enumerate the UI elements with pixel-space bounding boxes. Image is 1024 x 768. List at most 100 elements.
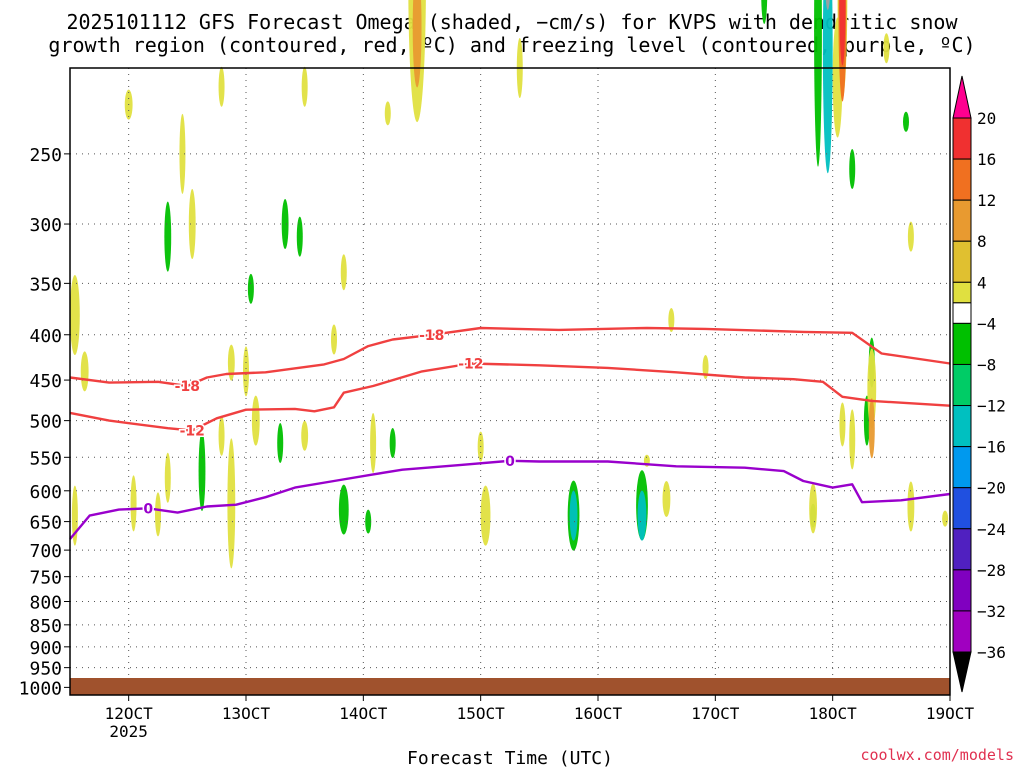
colorbar-box-9 <box>952 487 972 530</box>
plot-area: -18 -18 -12 -12 0 0 <box>69 0 951 696</box>
y-tick-label-11: 800 <box>29 593 62 614</box>
omega-shade-32 <box>883 33 890 64</box>
y-tick-label-4: 450 <box>29 371 62 392</box>
omega-shade-0 <box>69 275 80 356</box>
omega-shade-7 <box>164 201 172 272</box>
omega-shade-69 <box>822 0 833 174</box>
colorbar-label-10: −24 <box>977 520 1006 539</box>
omega-shade-75 <box>839 0 846 66</box>
omega-shade-44 <box>198 431 206 512</box>
y-tick-label-8: 650 <box>29 513 62 534</box>
omega-shade-15 <box>296 216 303 257</box>
colorbar: 20 16 12 8 4 −4 −8 −12 −16 −20 −24 −28 −32 −36 <box>952 75 1006 693</box>
colorbar-label-9: −20 <box>977 479 1006 498</box>
plot-background <box>70 68 950 695</box>
contour-label-3-1: 0 <box>143 501 153 517</box>
omega-shade-67 <box>942 510 949 527</box>
omega-shade-51 <box>370 413 377 474</box>
x-tick-label-0: 12OCT <box>105 704 154 723</box>
surface-terrain <box>70 678 950 695</box>
watermark: coolwx.com/models <box>860 746 1014 764</box>
colorbar-box-3 <box>952 240 972 283</box>
y-tick-label-14: 950 <box>29 659 62 680</box>
omega-shade-41 <box>130 475 137 532</box>
y-tick-label-0: 250 <box>29 145 62 166</box>
y-tick-label-1: 300 <box>29 215 62 236</box>
omega-shade-20 <box>384 101 391 126</box>
colorbar-box-8 <box>952 446 972 489</box>
omega-shade-45 <box>227 438 236 569</box>
omega-shade-18 <box>331 324 337 355</box>
omega-shade-34 <box>907 221 914 252</box>
x-tick-label-3: 15OCT <box>457 704 506 723</box>
omega-shade-57 <box>662 481 671 518</box>
omega-shade-61 <box>809 483 818 534</box>
y-axis: 2503003504004505005506006507007508008509… <box>19 145 70 699</box>
omega-shade-48 <box>277 423 284 464</box>
colorbar-box-4b <box>952 302 972 324</box>
colorbar-box-10 <box>952 528 972 571</box>
chart-title-line-1: 2025101112 GFS Forecast Omega (shaded, −… <box>66 10 958 34</box>
omega-shade-50 <box>365 509 372 534</box>
x-tick-label-1: 13OCT <box>222 704 271 723</box>
omega-shade-35 <box>903 111 909 132</box>
y-tick-label-12: 850 <box>29 616 62 637</box>
omega-shade-59 <box>702 355 709 380</box>
plot-frame <box>69 67 951 696</box>
omega-shade-23 <box>412 0 422 88</box>
x-tick-label-5: 17OCT <box>691 704 740 723</box>
omega-shade-56 <box>637 490 647 541</box>
y-tick-label-2: 350 <box>29 274 62 295</box>
y-tick-label-15: 1000 <box>19 678 62 699</box>
omega-shade-14 <box>301 66 308 107</box>
omega-shade-68 <box>814 0 822 167</box>
contour-line-1 <box>69 326 951 388</box>
x-tick-label-7: 19OCT <box>926 704 975 723</box>
omega-shade-16 <box>301 420 309 451</box>
colorbar-box-2 <box>952 199 972 242</box>
colorbar-label-2: 12 <box>977 191 996 210</box>
x-axis-label: Forecast Time (UTC) <box>407 748 613 768</box>
colorbar-label-8: −16 <box>977 438 1006 457</box>
colorbar-box-4a <box>952 281 972 304</box>
omega-shade-6 <box>179 113 186 194</box>
colorbar-label-1: 16 <box>977 150 996 169</box>
omega-shade-12 <box>227 344 235 381</box>
x-tick-label-2: 14OCT <box>339 704 388 723</box>
contour-line-2 <box>69 362 951 432</box>
omega-shade-29 <box>668 308 675 333</box>
colorbar-bottom-arrow <box>952 651 972 693</box>
colorbar-label-7: −12 <box>977 397 1006 416</box>
omega-shade-46 <box>218 415 225 456</box>
y-tick-label-3: 400 <box>29 326 62 347</box>
omega-shade-24 <box>389 428 396 459</box>
contour-label-2-2: -12 <box>458 356 483 372</box>
colorbar-label-0: 20 <box>977 109 996 128</box>
colorbar-label-12: −32 <box>977 602 1006 621</box>
x-axis: 12OCT 13OCT 14OCT 15OCT 16OCT 17OCT 18OCT 19OCT… <box>105 695 975 741</box>
omega-shade-64 <box>868 398 875 459</box>
omega-shade-17 <box>340 254 347 291</box>
colorbar-box-1 <box>952 158 972 201</box>
omega-shade-13 <box>281 199 289 250</box>
colorbar-box-6 <box>952 363 972 407</box>
omega-shade-43 <box>164 452 171 503</box>
contour-label-3-2: 0 <box>505 454 515 470</box>
y-tick-label-10: 750 <box>29 568 62 589</box>
omega-shade-9 <box>218 66 225 107</box>
contour-label-1-1: -18 <box>175 379 200 395</box>
y-tick-label-6: 550 <box>29 448 62 469</box>
contour-line-3 <box>69 459 951 540</box>
colorbar-label-3: 8 <box>977 232 987 251</box>
colorbar-label-5: −4 <box>977 314 996 333</box>
omega-shade-1 <box>80 351 89 392</box>
omega-shade-49 <box>338 484 349 535</box>
omega-shade-52 <box>480 485 491 546</box>
colorbar-box-7 <box>952 405 972 448</box>
omega-shade-10 <box>247 273 254 304</box>
y-tick-label-13: 900 <box>29 638 62 659</box>
x-year-label: 2025 <box>109 722 148 741</box>
omega-shade-30 <box>761 0 768 24</box>
y-tick-label-7: 600 <box>29 482 62 503</box>
colorbar-box-5 <box>952 322 972 365</box>
